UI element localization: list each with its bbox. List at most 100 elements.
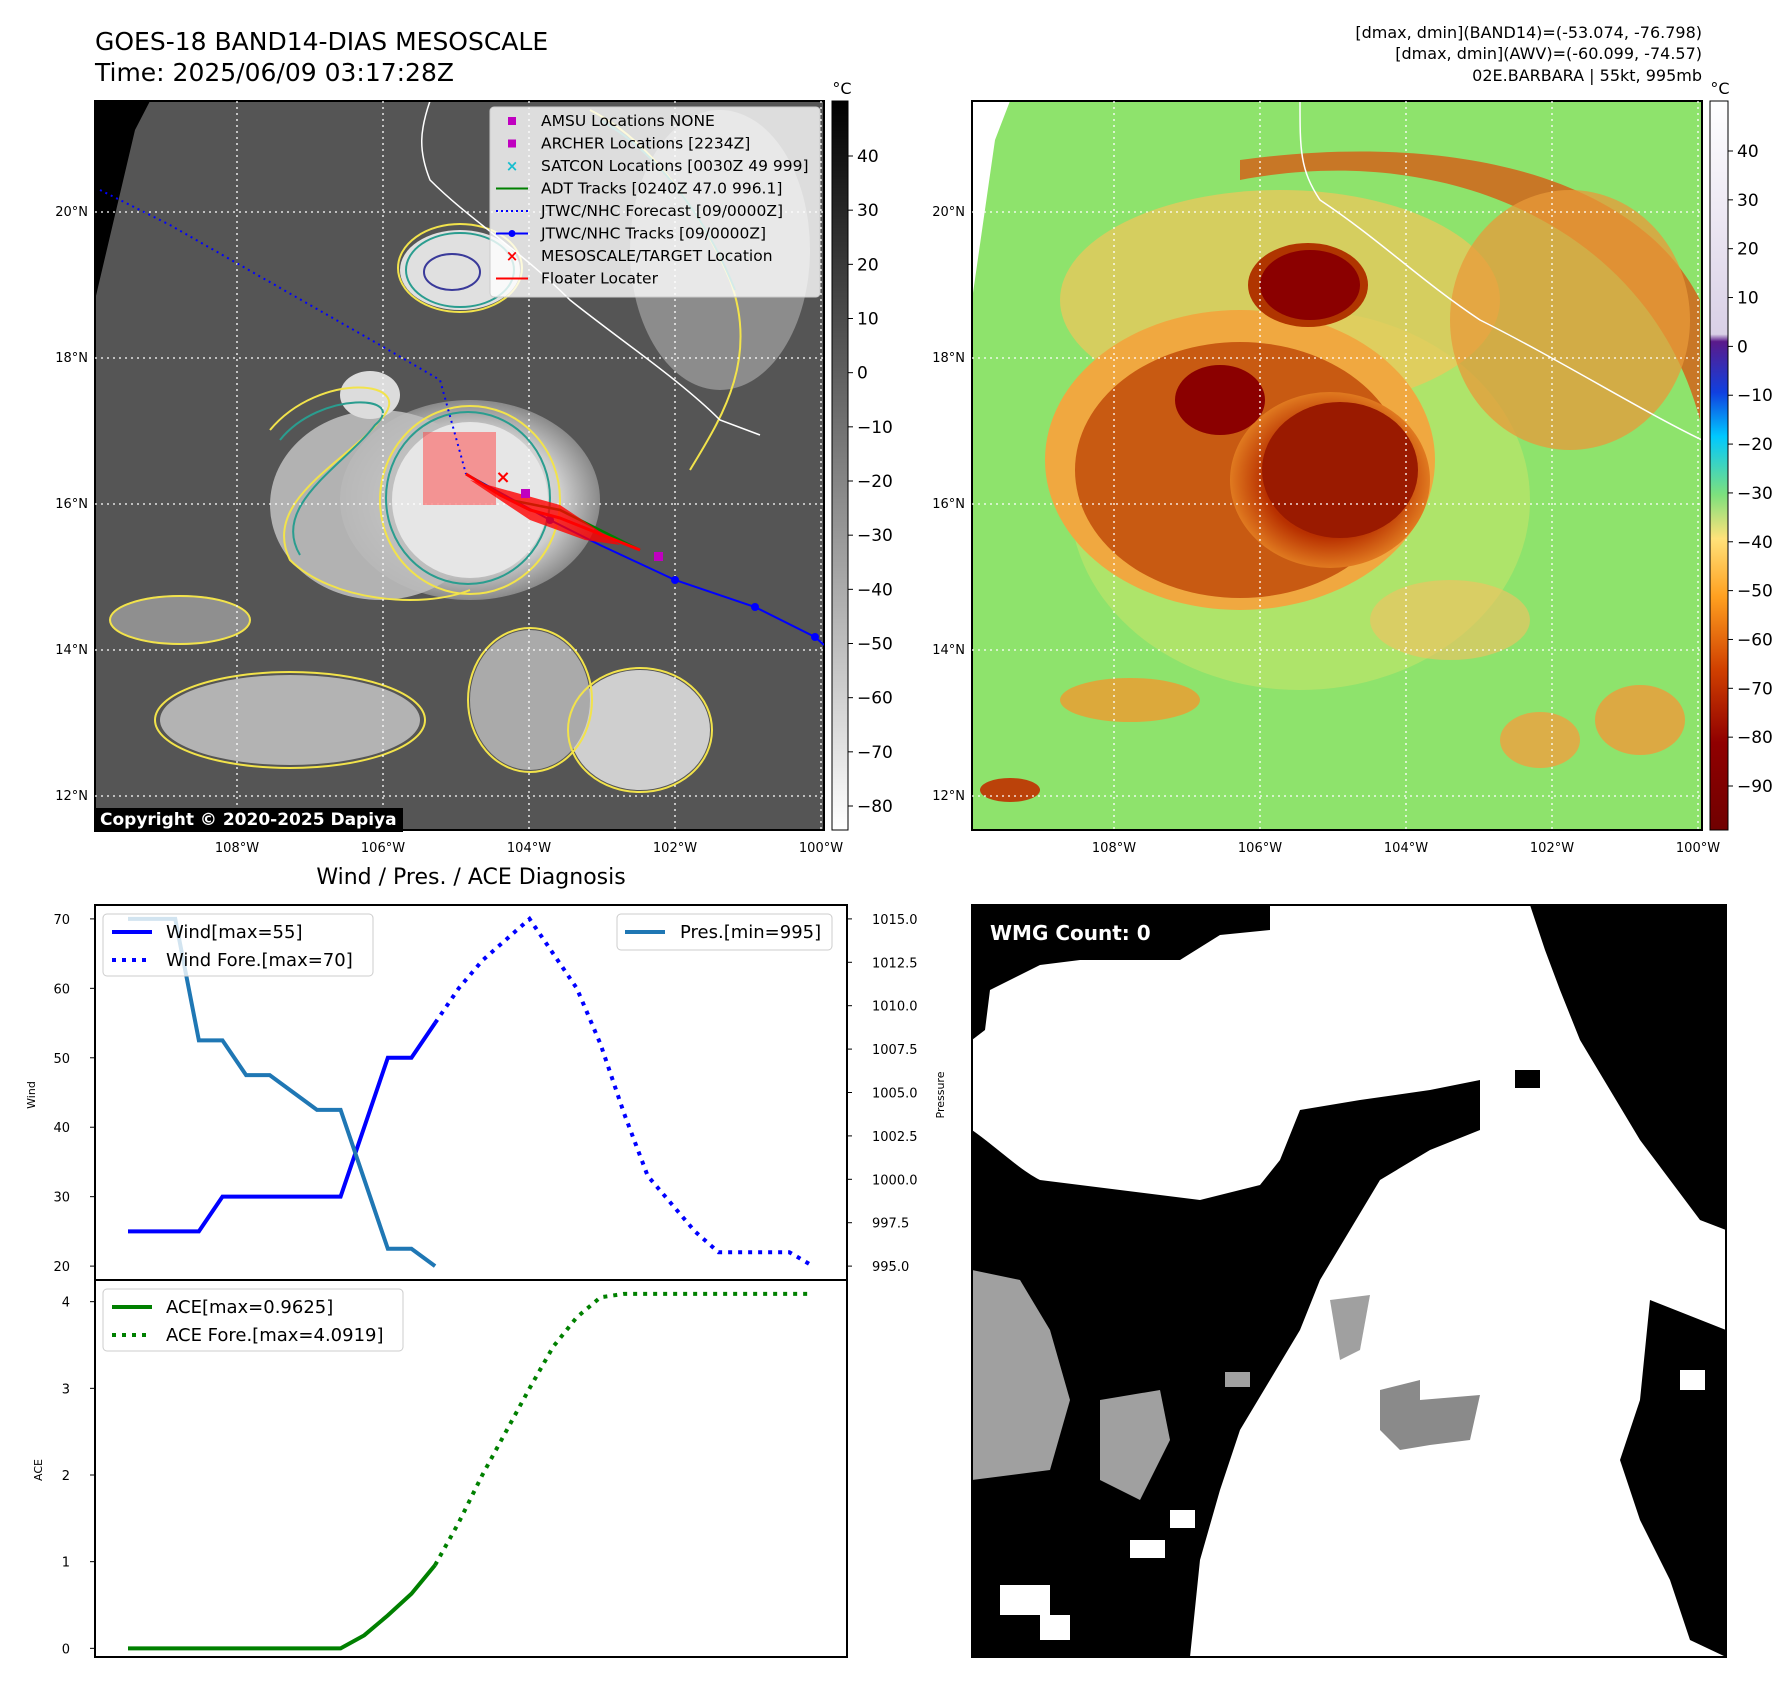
lat-label: 18°N — [55, 351, 88, 366]
map-legend: AMSU Locations NONE ARCHER Locations [223… — [489, 106, 821, 298]
colorbar-tick-label: −20 — [1737, 435, 1773, 455]
legend-label: Wind Fore.[max=70] — [166, 950, 353, 971]
legend-marker: × — [506, 157, 519, 175]
y-tick-label: 40 — [53, 1121, 70, 1136]
legend-box — [102, 913, 374, 977]
y-tick-label: 30 — [53, 1191, 70, 1206]
colorbar-tick-label: 10 — [1737, 289, 1759, 309]
colorbar-tick-label: 0 — [857, 364, 868, 384]
lat-label: 18°N — [932, 351, 965, 366]
figure-time: Time: 2025/06/09 03:17:28Z — [94, 58, 454, 87]
y-tick-label: 20 — [53, 1260, 70, 1275]
y-tick-label: 60 — [53, 982, 70, 997]
legend-label: JTWC/NHC Tracks [09/0000Z] — [540, 225, 766, 243]
y2-tick-label: 1002.5 — [872, 1130, 918, 1145]
legend-label: JTWC/NHC Forecast [09/0000Z] — [540, 202, 783, 220]
colorbar-tick-label: −80 — [857, 797, 893, 817]
colorbar-tick-label: −10 — [857, 418, 893, 438]
legend-marker: × — [506, 247, 519, 265]
y-axis-label: ACE — [32, 1459, 45, 1481]
diagnosis-title: Wind / Pres. / ACE Diagnosis — [316, 865, 625, 890]
colorbar-tick-label: −60 — [1737, 630, 1773, 650]
y2-axis-label: Pressure — [934, 1071, 947, 1118]
colorbar-unit: °C — [832, 79, 851, 98]
colorbar-tick-label: −60 — [857, 689, 893, 709]
wmg-mask: WMG Count: 0 — [971, 904, 1727, 1658]
legend-label: ADT Tracks [0240Z 47.0 996.1] — [541, 180, 782, 198]
series-line — [433, 915, 815, 1268]
y-tick-label: 3 — [62, 1382, 70, 1397]
lat-label: 14°N — [55, 643, 88, 658]
colorbar-tick-label: 10 — [857, 310, 879, 330]
colorbar-unit: °C — [1710, 79, 1729, 98]
colorbar-tick-label: 30 — [1737, 191, 1759, 211]
colorbar-tick-label: 40 — [1737, 142, 1759, 162]
y-tick-label: 4 — [62, 1296, 70, 1311]
figure-title: GOES-18 BAND14-DIAS MESOSCALE — [95, 27, 548, 56]
gray-colorbar: °C 40 30 20 10 0 −10 −20 −30 −40 −50 −60 −70 −80 — [831, 79, 893, 831]
band14-range: [dmax, dmin](BAND14)=(-53.074, -76.798) — [1355, 23, 1702, 42]
y2-tick-label: 997.5 — [872, 1217, 909, 1232]
legend-label: ARCHER Locations [2234Z] — [541, 135, 750, 153]
series-line — [433, 1291, 813, 1567]
y-tick-label: 70 — [53, 913, 70, 928]
awv-range: [dmax, dmin](AWV)=(-60.099, -74.57) — [1395, 44, 1702, 63]
series-line — [128, 1563, 437, 1651]
y2-tick-label: 1000.0 — [872, 1173, 918, 1188]
colorbar-tick-label: 40 — [857, 147, 879, 167]
lat-label: 12°N — [932, 789, 965, 804]
y2-tick-label: 995.0 — [872, 1260, 909, 1275]
colorbar-tick-label: −90 — [1737, 777, 1773, 797]
colorbar-tick-label: −70 — [1737, 679, 1773, 699]
legend-marker — [508, 230, 516, 237]
lat-label: 20°N — [55, 205, 88, 220]
y-axis-label: Wind — [25, 1081, 38, 1109]
wmg-count: WMG Count: 0 — [990, 921, 1151, 945]
y2-tick-label: 1012.5 — [872, 956, 918, 971]
lon-label: 102°W — [653, 841, 697, 856]
legend-label: AMSU Locations NONE — [541, 112, 715, 130]
colorbar-tick-label: −80 — [1737, 728, 1773, 748]
y2-tick-label: 1005.0 — [872, 1087, 918, 1102]
y-tick-label: 2 — [62, 1469, 70, 1484]
colorbar-tick-label: −30 — [857, 526, 893, 546]
lon-label: 108°W — [1092, 841, 1136, 856]
y2-tick-label: 1007.5 — [872, 1043, 918, 1058]
legend-label: MESOSCALE/TARGET Location — [541, 247, 773, 265]
colorbar-tick-label: −30 — [1737, 484, 1773, 504]
right-map-grid — [972, 101, 1702, 830]
ir-gray-map: × 20°N 18°N 16°N 14°N 12°N 108°W 106°W 1… — [55, 100, 843, 856]
colorbar-tick-label: −40 — [1737, 533, 1773, 553]
ir-color-map: 20°N 18°N 16°N 14°N 12°N 108°W 106°W 104… — [932, 100, 1720, 856]
legend-marker — [508, 139, 516, 148]
lat-label: 12°N — [55, 789, 88, 804]
target-box — [423, 432, 496, 505]
legend-label: Pres.[min=995] — [680, 922, 821, 943]
colorbar-tick-label: −70 — [857, 743, 893, 763]
storm-info: 02E.BARBARA | 55kt, 995mb — [1472, 66, 1702, 85]
lon-label: 104°W — [1384, 841, 1428, 856]
colorbar-tick-label: −40 — [857, 580, 893, 600]
colorbar-tick-label: 30 — [857, 201, 879, 221]
lon-label: 106°W — [1238, 841, 1282, 856]
lon-label: 102°W — [1530, 841, 1574, 856]
lon-label: 104°W — [507, 841, 551, 856]
wind-pressure-chart: 20 30 40 50 60 70 995.0 997.5 1000.0 1002.5 1005.0… — [25, 904, 947, 1281]
ace-chart: 0 1 2 3 4 ACE ACE[max=0.9625] ACE Fore.[max=4.0… — [32, 1279, 848, 1658]
y2-tick-label: 1015.0 — [872, 913, 918, 928]
legend-label: SATCON Locations [0030Z 49 999] — [541, 157, 809, 175]
copyright-label: Copyright © 2020-2025 Dapiya — [94, 808, 403, 832]
colorbar-tick-label: −50 — [1737, 582, 1773, 602]
lon-label: 106°W — [361, 841, 405, 856]
y-tick-label: 1 — [62, 1556, 70, 1571]
legend-marker — [508, 117, 516, 125]
legend-label: Wind[max=55] — [166, 922, 303, 943]
colorbar-tick-label: −10 — [1737, 386, 1773, 406]
y2-tick-label: 1010.0 — [872, 1000, 918, 1015]
legend-label: ACE[max=0.9625] — [166, 1297, 333, 1318]
legend-box — [616, 913, 833, 951]
legend-label: ACE Fore.[max=4.0919] — [166, 1325, 384, 1346]
lat-label: 14°N — [932, 643, 965, 658]
color-colorbar: °C 40 30 20 10 0 −10 −20 −30 −40 −50 −60 −70 −80 −90 — [1709, 79, 1773, 831]
